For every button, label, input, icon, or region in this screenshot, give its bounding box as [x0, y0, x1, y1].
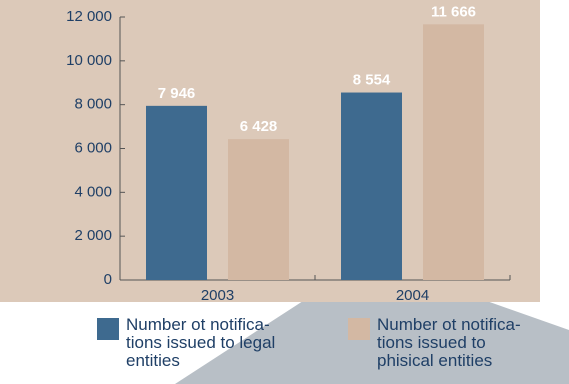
legend-swatch	[348, 318, 370, 340]
y-tick-label: 2 000	[74, 227, 112, 244]
value-label: 8 554	[353, 71, 391, 88]
value-label: 11 666	[431, 3, 476, 20]
legend-swatch	[97, 318, 119, 340]
y-tick-label: 4 000	[74, 183, 112, 200]
x-tick-label: 2004	[396, 287, 429, 304]
y-tick-label: 10 000	[66, 52, 112, 69]
x-tick-label: 2003	[201, 287, 234, 304]
y-tick-label: 8 000	[74, 96, 112, 113]
y-tick-label: 0	[104, 271, 112, 288]
value-label: 7 946	[158, 85, 196, 102]
value-label: 6 428	[240, 118, 278, 135]
y-tick-label: 12 000	[66, 8, 112, 25]
decoration	[175, 288, 569, 384]
legend-label: Number ot notifica- tions issued to phis…	[377, 315, 521, 370]
y-tick-label: 6 000	[74, 139, 112, 156]
legend-label: Number ot notifica- tions issued to lega…	[126, 315, 276, 370]
bar	[146, 105, 207, 281]
bar	[423, 24, 484, 281]
bar	[341, 92, 402, 280]
bar	[228, 139, 289, 280]
